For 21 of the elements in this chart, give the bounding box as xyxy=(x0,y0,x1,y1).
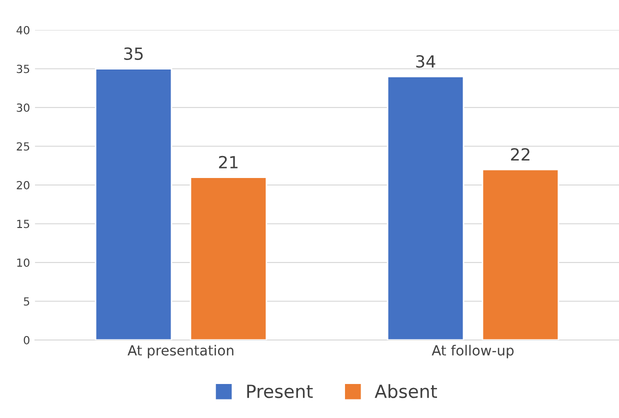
data-label: 35 xyxy=(124,47,143,60)
y-tick-label: 5 xyxy=(24,297,30,306)
bar xyxy=(386,76,464,340)
data-label: 22 xyxy=(511,148,530,160)
y-tick-label: 15 xyxy=(17,220,30,228)
bar xyxy=(94,68,172,340)
y-tick-label: 0 xyxy=(24,336,30,344)
y-tick-label: 30 xyxy=(16,103,30,112)
bar xyxy=(190,176,268,340)
legend-label: Present xyxy=(247,384,313,398)
x-tick-label: At presentation xyxy=(128,344,234,358)
y-tick-label: 25 xyxy=(16,142,30,151)
y-tick-label: 10 xyxy=(17,258,30,267)
data-label: 21 xyxy=(219,156,238,168)
x-tick-label: At follow-up xyxy=(432,344,514,358)
data-label: 34 xyxy=(416,55,436,68)
y-tick-label: 20 xyxy=(16,180,30,190)
legend-label: Absent xyxy=(374,384,437,398)
y-tick-label: 40 xyxy=(16,26,30,34)
bar xyxy=(482,168,560,340)
y-tick-label: 35 xyxy=(16,64,30,74)
